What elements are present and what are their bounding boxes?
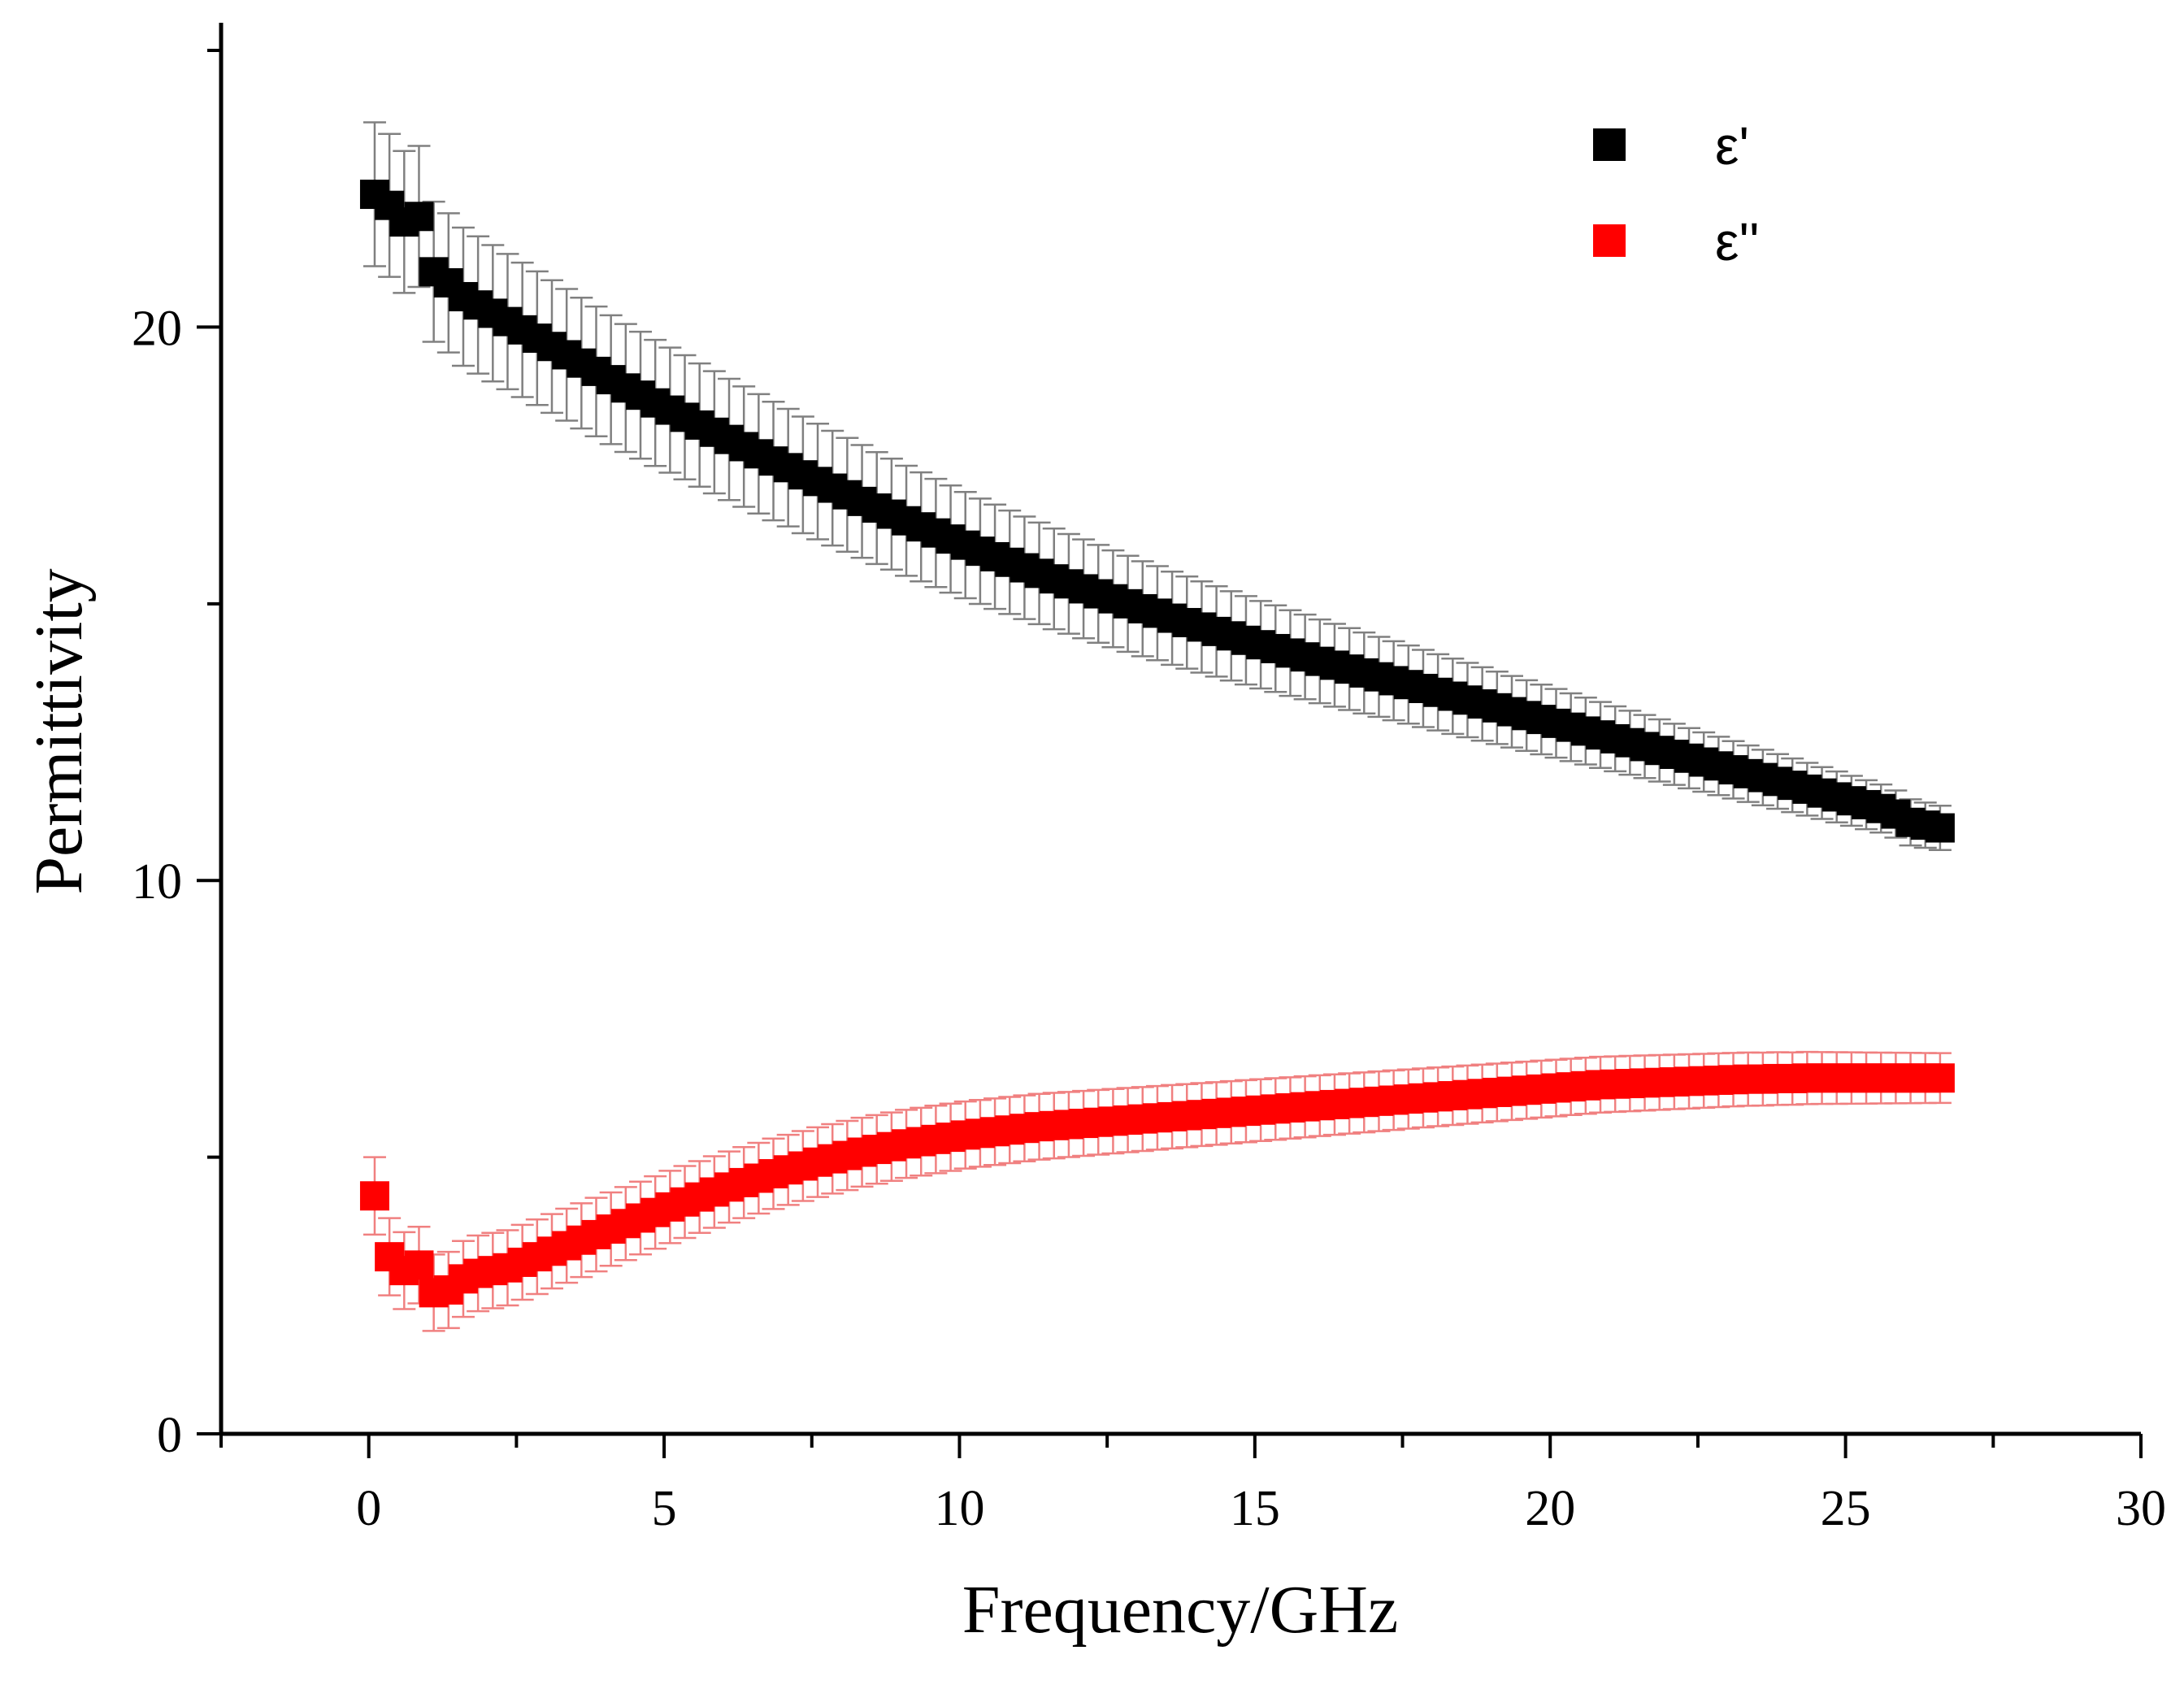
eps-imag-point [1925, 1063, 1955, 1093]
x-tick-label: 30 [2116, 1481, 2166, 1536]
x-tick-label: 15 [1230, 1481, 1280, 1536]
axes-layer: 0 5 10 15 20 25 30 0 10 20 [132, 23, 2166, 1536]
y-tick-label: 20 [132, 301, 182, 356]
x-tick-label: 0 [356, 1481, 381, 1536]
y-axis-label: Permittivity [21, 568, 97, 894]
eps-real-point [1925, 813, 1955, 843]
error-bars-layer [363, 121, 1952, 1332]
eps-real-point [404, 202, 434, 232]
y-tick-label: 0 [157, 1408, 182, 1463]
legend-marker-eps-real [1593, 128, 1626, 161]
x-axis-label: Frequency/GHz [962, 1572, 1398, 1648]
x-tick-label: 10 [934, 1481, 984, 1536]
eps-imag-point [359, 1181, 389, 1211]
eps-imag-point [404, 1250, 434, 1280]
legend-label-eps-imag: ε'' [1715, 211, 1760, 271]
legend-label-eps-real: ε' [1715, 115, 1749, 176]
legend-marker-eps-imag [1593, 224, 1626, 257]
x-tick-label: 5 [652, 1481, 677, 1536]
x-tick-label: 25 [1821, 1481, 1871, 1536]
data-markers-layer [359, 180, 1955, 1308]
x-tick-label: 20 [1525, 1481, 1575, 1536]
y-tick-label: 10 [132, 854, 182, 910]
legend: ε' ε'' [1593, 115, 1760, 271]
